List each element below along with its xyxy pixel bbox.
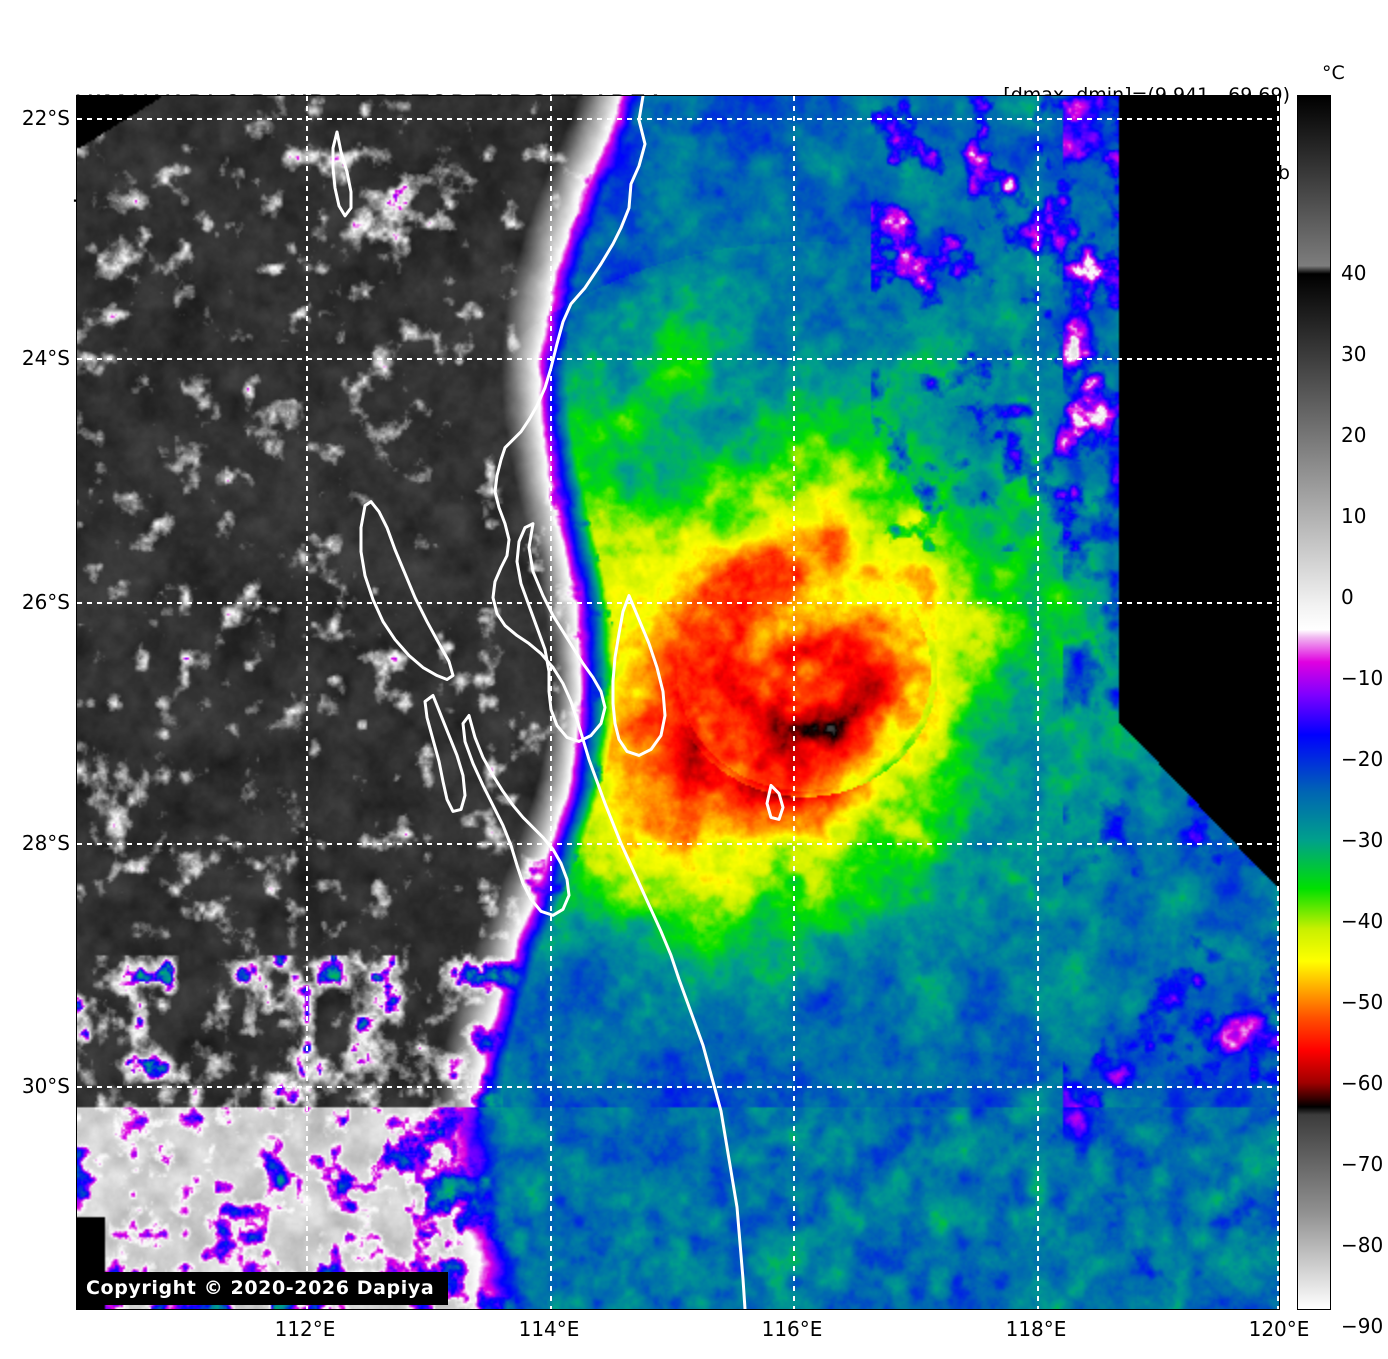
lat-tick-label: 26°S <box>21 590 70 614</box>
colorbar-tick-label: −20 <box>1341 747 1384 771</box>
colorbar-tick-label: −50 <box>1341 990 1384 1014</box>
colorbar-tick-label: −40 <box>1341 909 1384 933</box>
lon-tick-label: 114°E <box>518 1317 580 1341</box>
colorbar-tick-label: 0 <box>1341 585 1354 609</box>
lon-tick-label: 112°E <box>274 1317 336 1341</box>
colorbar-tick-label: 20 <box>1341 423 1367 447</box>
colorbar-tick-label: 30 <box>1341 342 1367 366</box>
lat-tick-label: 28°S <box>21 831 70 855</box>
temperature-colorbar: 40 30 20 10 0 −10 −20 −30 −40 −50 −60 −7… <box>1297 95 1383 1336</box>
colorbar-tick-label: −80 <box>1341 1233 1384 1257</box>
colorbar-tick-label: −60 <box>1341 1071 1384 1095</box>
satellite-imagery-canvas <box>77 96 1279 1309</box>
lat-tick-label: 22°S <box>21 106 70 130</box>
lon-tick-label: 120°E <box>1248 1317 1310 1341</box>
colorbar-unit-label: °C <box>1322 62 1345 84</box>
lon-tick-label: 118°E <box>1005 1317 1067 1341</box>
copyright-watermark: Copyright © 2020-2026 Dapiya <box>77 1272 449 1305</box>
satellite-image-plot: Copyright © 2020-2026 Dapiya <box>76 95 1280 1310</box>
colorbar-tick-label: −90 <box>1341 1314 1384 1338</box>
colorbar-gradient <box>1297 95 1331 1310</box>
colorbar-tick-label: −10 <box>1341 666 1384 690</box>
lat-tick-label: 24°S <box>21 346 70 370</box>
lon-tick-label: 116°E <box>761 1317 823 1341</box>
colorbar-tick-label: −70 <box>1341 1152 1384 1176</box>
colorbar-tick-label: 10 <box>1341 504 1367 528</box>
lat-tick-label: 30°S <box>21 1074 70 1098</box>
colorbar-tick-label: −30 <box>1341 828 1384 852</box>
colorbar-tick-label: 40 <box>1341 261 1367 285</box>
